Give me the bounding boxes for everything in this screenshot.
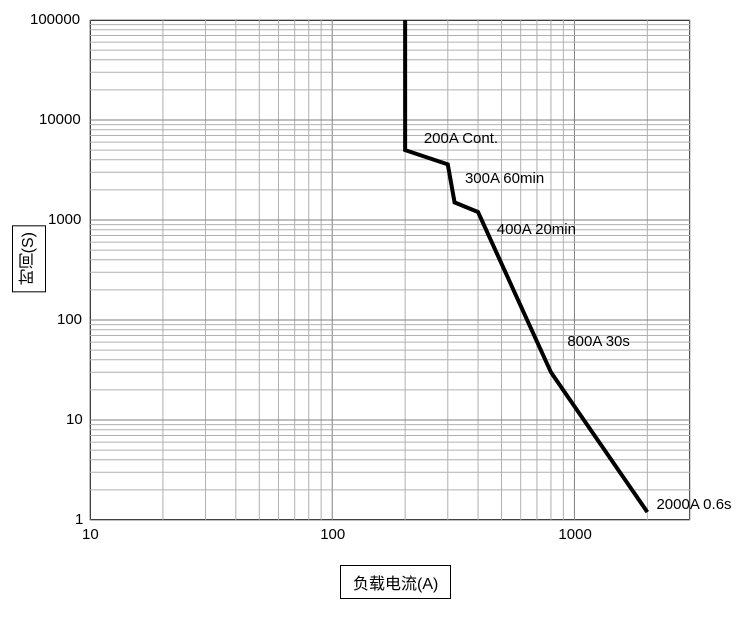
chart-container: 时间(S) 负载电流(A) 10100100011010010001000010… — [0, 0, 750, 618]
y-tick: 100000 — [30, 11, 80, 28]
y-tick: 100 — [57, 311, 82, 328]
annotation: 400A 20min — [497, 221, 576, 238]
annotation: 2000A 0.6s — [656, 496, 731, 513]
x-tick: 100 — [320, 526, 345, 543]
annotation: 300A 60min — [465, 170, 544, 187]
y-tick: 1000 — [48, 211, 81, 228]
x-tick: 10 — [82, 526, 99, 543]
x-tick: 1000 — [558, 526, 591, 543]
annotation: 200A Cont. — [424, 130, 498, 147]
annotation: 800A 30s — [567, 333, 630, 350]
y-tick: 10 — [66, 411, 83, 428]
trip-curve — [405, 20, 647, 512]
y-tick: 1 — [75, 511, 83, 528]
chart-svg — [0, 0, 750, 618]
y-tick: 10000 — [39, 111, 81, 128]
x-axis-label-box: 负载电流(A) — [340, 565, 451, 599]
x-axis-label: 负载电流(A) — [353, 576, 438, 593]
